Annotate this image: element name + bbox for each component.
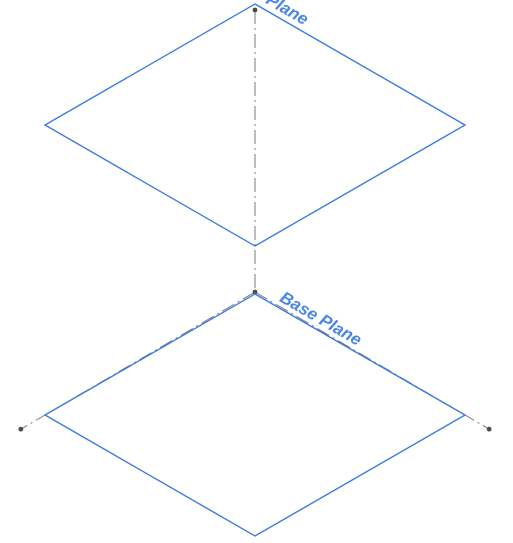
axis-right-end-dot bbox=[487, 427, 492, 432]
label-plane: Plane bbox=[263, 0, 312, 29]
axis-z-end-dot bbox=[253, 8, 258, 13]
axis-left-end-dot bbox=[18, 427, 23, 432]
base-plane bbox=[45, 294, 465, 536]
label-base-plane: Base Plane bbox=[277, 288, 365, 350]
